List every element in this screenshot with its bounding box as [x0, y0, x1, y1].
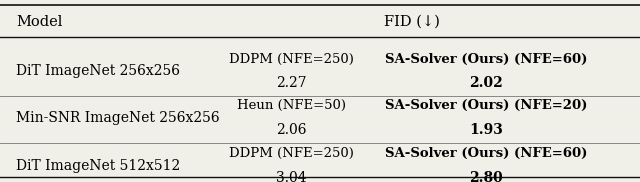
Text: SA-Solver (Ours) (NFE=60): SA-Solver (Ours) (NFE=60): [385, 147, 588, 160]
Text: DiT ImageNet 512x512: DiT ImageNet 512x512: [16, 159, 180, 173]
Text: Heun (NFE=50): Heun (NFE=50): [237, 99, 346, 112]
Text: SA-Solver (Ours) (NFE=60): SA-Solver (Ours) (NFE=60): [385, 53, 588, 66]
Text: 1.93: 1.93: [470, 123, 503, 137]
Text: Model: Model: [16, 15, 62, 29]
Text: DiT ImageNet 256x256: DiT ImageNet 256x256: [16, 64, 180, 78]
Text: 2.02: 2.02: [470, 76, 503, 90]
Text: FID (↓): FID (↓): [384, 15, 440, 29]
Text: 2.06: 2.06: [276, 123, 307, 137]
Text: Min-SNR ImageNet 256x256: Min-SNR ImageNet 256x256: [16, 111, 220, 125]
Text: 2.80: 2.80: [470, 171, 503, 182]
Text: 2.27: 2.27: [276, 76, 307, 90]
Text: DDPM (NFE=250): DDPM (NFE=250): [228, 53, 354, 66]
Text: DDPM (NFE=250): DDPM (NFE=250): [228, 147, 354, 160]
Text: SA-Solver (Ours) (NFE=20): SA-Solver (Ours) (NFE=20): [385, 99, 588, 112]
Text: 3.04: 3.04: [276, 171, 307, 182]
